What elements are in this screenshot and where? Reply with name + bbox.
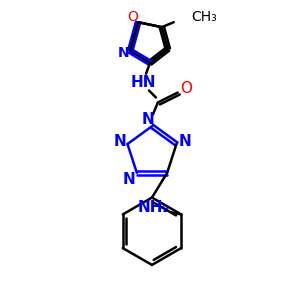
Text: N: N [179, 134, 192, 148]
Text: N: N [117, 46, 129, 60]
Text: NH₂: NH₂ [137, 200, 170, 215]
Text: N: N [142, 112, 154, 127]
Text: CH₃: CH₃ [192, 10, 218, 24]
Text: HN: HN [130, 75, 156, 90]
Text: N: N [122, 172, 135, 187]
Text: O: O [180, 81, 192, 96]
Text: N: N [113, 134, 126, 148]
Text: O: O [128, 10, 139, 24]
